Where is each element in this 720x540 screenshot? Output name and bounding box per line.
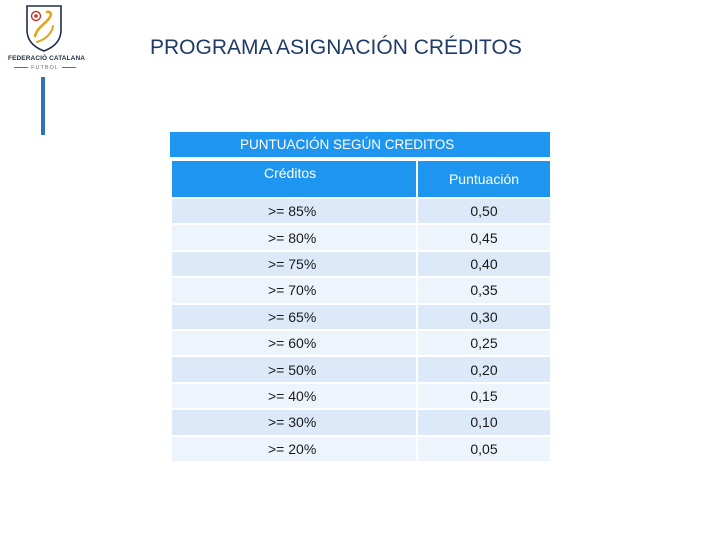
credits-cell: >= 85% [170,196,418,226]
table-row: >= 80% 0,45 [170,223,552,252]
credits-cell: >= 60% [170,328,418,358]
points-cell: 0,40 [416,249,552,279]
table-row: >= 60% 0,25 [170,328,552,358]
table-caption: PUNTUACIÓN SEGÚN CREDITOS [170,132,550,159]
table-row: >= 30% 0,10 [170,408,552,437]
table-row: >= 85% 0,50 [170,196,552,226]
federation-logo: FEDERACIÓ CATALANA FUTBOL [8,4,86,74]
column-header-credits: Créditos [170,159,418,199]
table-header-row: Créditos Puntuación [170,159,552,199]
points-cell: 0,50 [416,196,552,226]
shield-logo-icon [26,5,62,52]
table-row: >= 40% 0,15 [170,381,552,411]
points-cell: 0,45 [416,223,552,252]
credits-table: Créditos Puntuación >= 85% 0,50 >= 80% 0… [170,159,552,463]
credits-cell: >= 75% [170,249,418,279]
points-cell: 0,05 [416,434,552,463]
credits-cell: >= 50% [170,355,418,384]
logo-subtitle: FUTBOL [8,65,82,71]
table-row: >= 75% 0,40 [170,249,552,279]
points-cell: 0,20 [416,355,552,384]
page-title: PROGRAMA ASIGNACIÓN CRÉDITOS [150,36,522,59]
table-row: >= 70% 0,35 [170,276,552,305]
credits-cell: >= 30% [170,408,418,437]
credits-cell: >= 40% [170,381,418,411]
points-cell: 0,10 [416,408,552,437]
logo-name: FEDERACIÓ CATALANA [8,55,86,62]
credits-cell: >= 70% [170,276,418,305]
table-row: >= 20% 0,05 [170,434,552,463]
table-row: >= 65% 0,30 [170,302,552,331]
points-cell: 0,15 [416,381,552,411]
points-cell: 0,35 [416,276,552,305]
credits-cell: >= 20% [170,434,418,463]
credits-cell: >= 65% [170,302,418,331]
credits-table-panel: PUNTUACIÓN SEGÚN CREDITOS Créditos Puntu… [170,132,552,463]
points-cell: 0,30 [416,302,552,331]
points-cell: 0,25 [416,328,552,358]
column-header-points: Puntuación [416,159,552,199]
accent-bar [41,77,45,135]
credits-cell: >= 80% [170,223,418,252]
table-row: >= 50% 0,20 [170,355,552,384]
